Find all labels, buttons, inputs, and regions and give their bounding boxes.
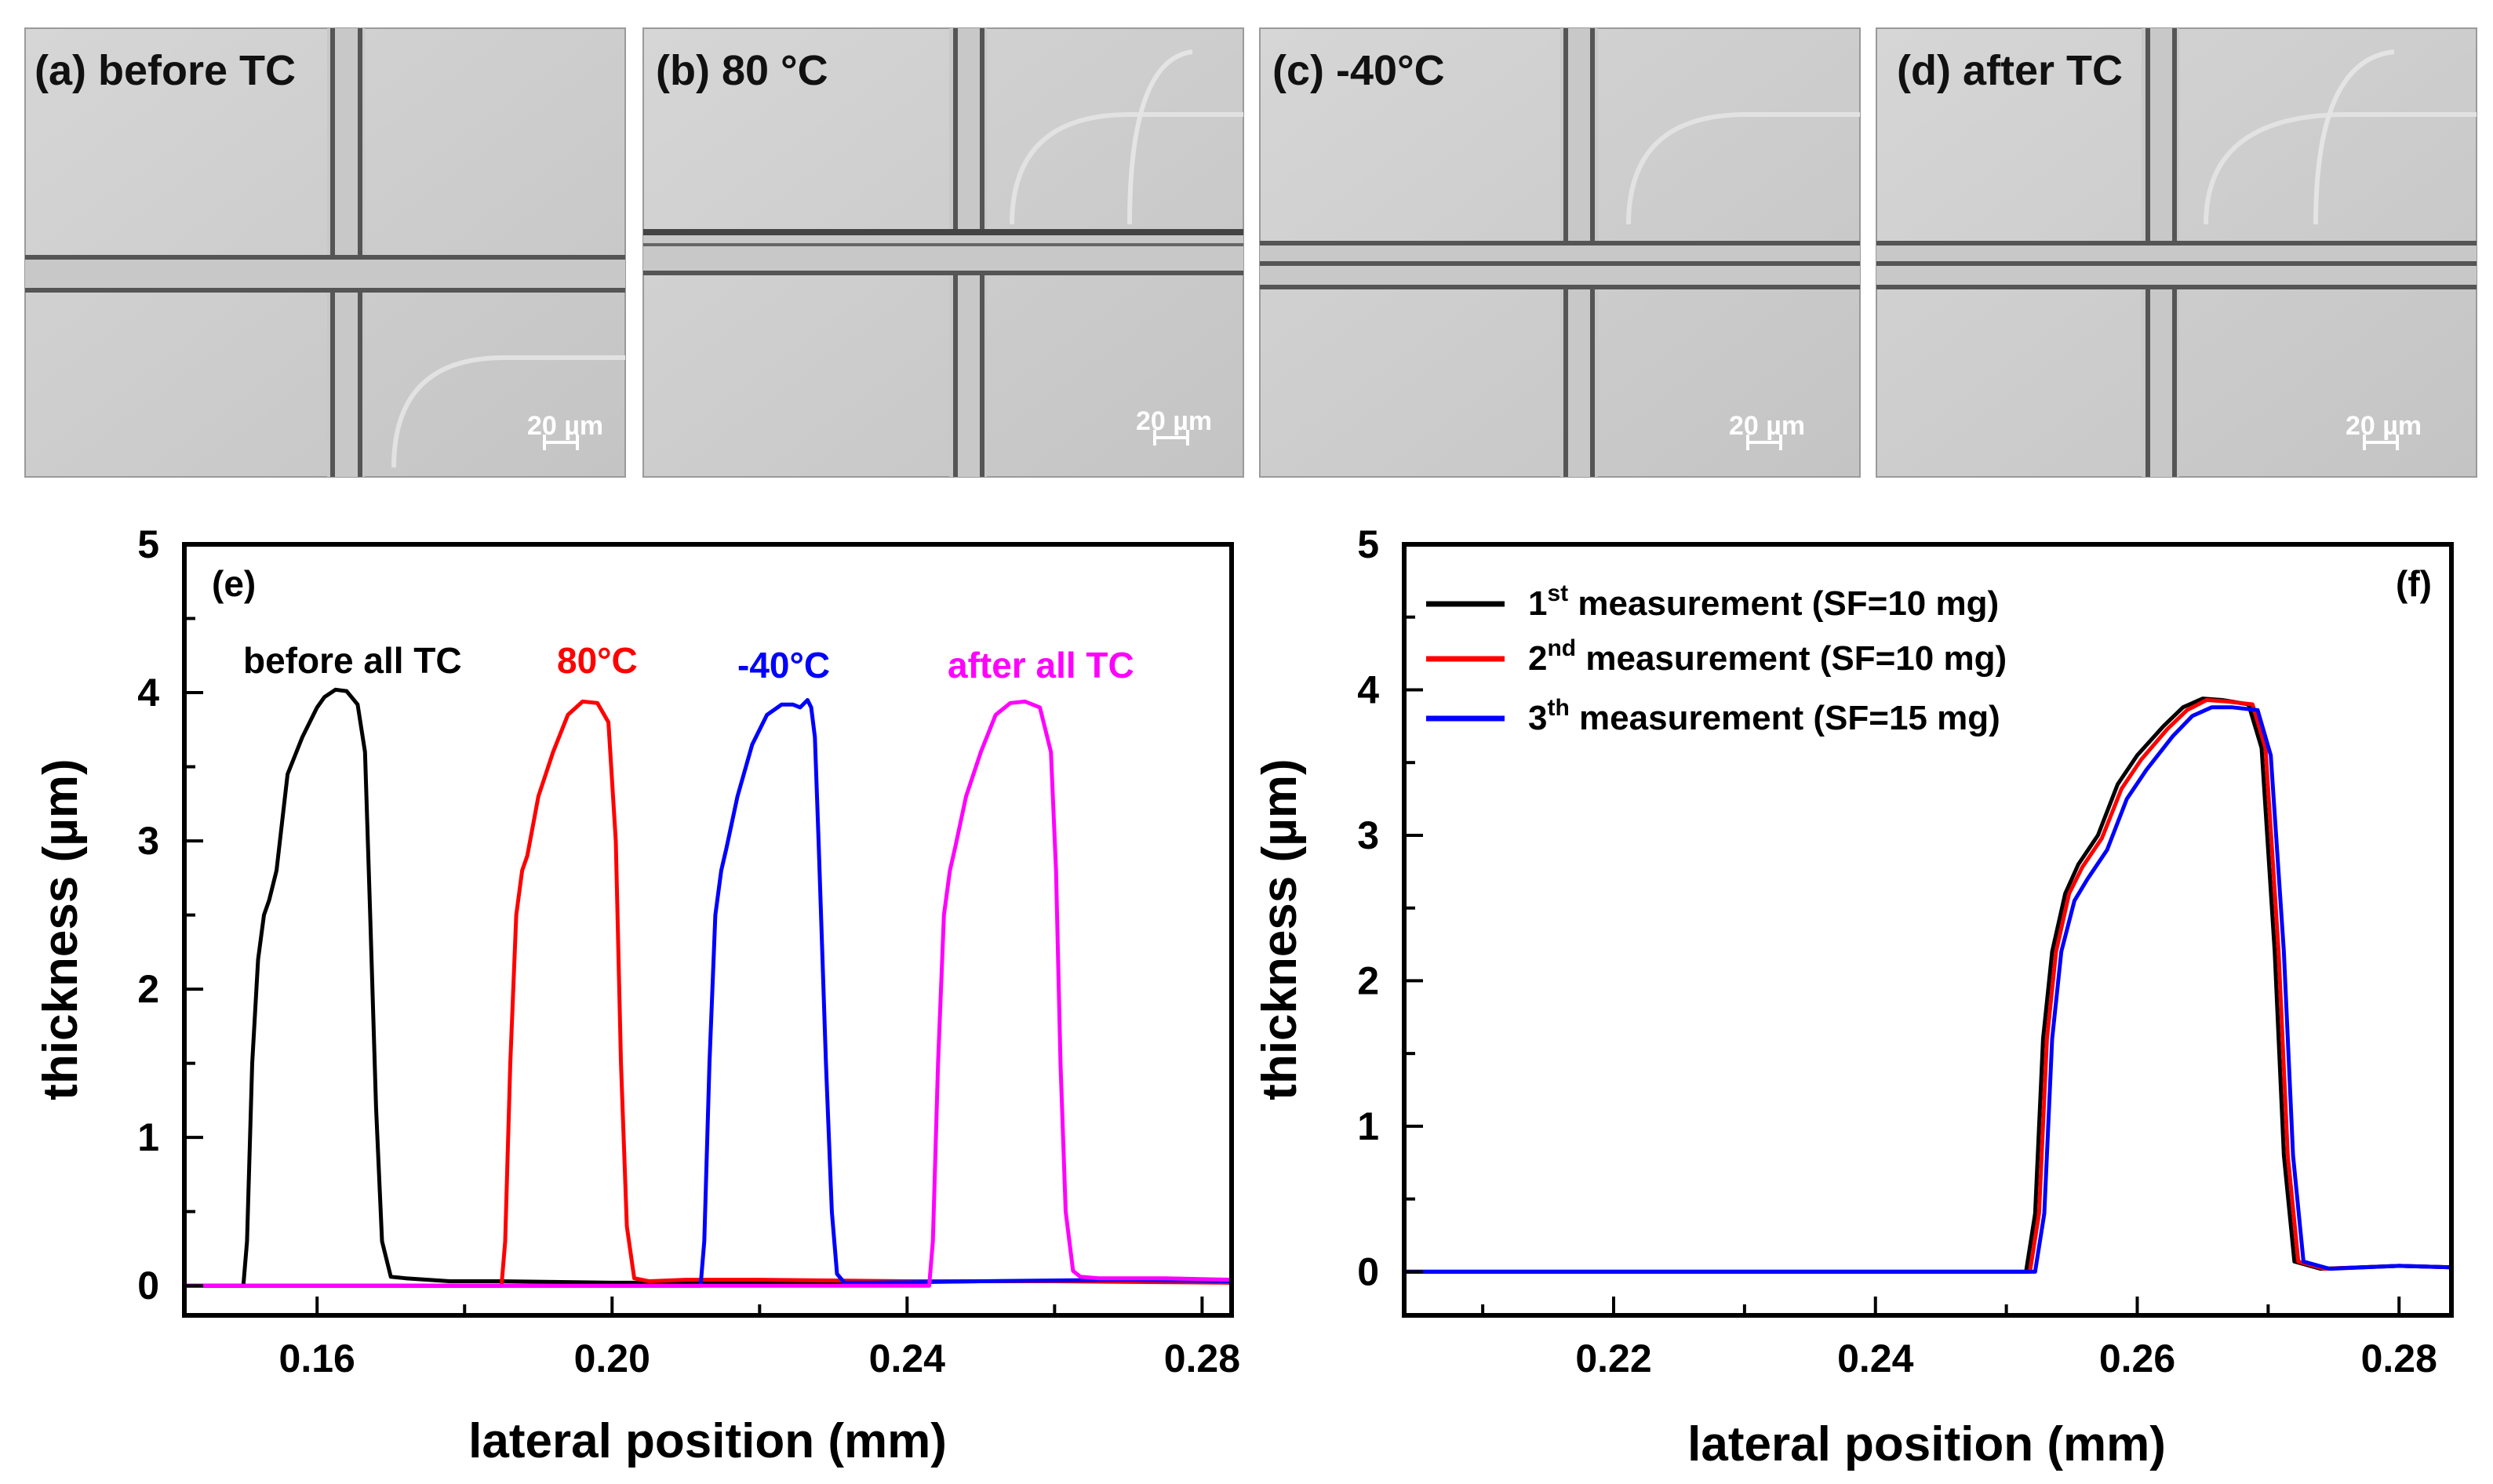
chart-e-annotation-before: before all TC — [243, 640, 462, 681]
micrograph-c: (c) -40°C 20 µm — [1259, 27, 1861, 478]
micrograph-d-scale-text: 20 µm — [2346, 411, 2422, 441]
chart-e-annotation-80c: 80°C — [557, 640, 638, 681]
chart-e-series-4-line — [182, 699, 1234, 1288]
micrograph-b-scale-bar — [1153, 430, 1189, 446]
micrograph-b: (b) 80 °C 20 µm — [642, 27, 1244, 478]
micrograph-a-scale-text: 20 µm — [527, 411, 603, 441]
chart-f-ytick-label: 1 — [1357, 1104, 1379, 1148]
legend-label-3: 3th measurement (SF=15 mg) — [1528, 695, 2000, 737]
micrograph-b-scale-text: 20 µm — [1136, 406, 1212, 436]
chart-f-xtick-label: 0.26 — [2099, 1337, 2175, 1380]
chart-e-ylabel: thickness (µm) — [34, 758, 88, 1100]
micrograph-d-label: (d) after TC — [1897, 47, 2123, 94]
chart-e-ytick-label: 1 — [137, 1115, 159, 1159]
chart-e-xlabel: lateral position (mm) — [468, 1414, 947, 1468]
chart-f-ytick-label: 5 — [1357, 522, 1379, 566]
chart-e-series-2-line — [182, 699, 1234, 1288]
chart-e-xtick-label: 0.28 — [1164, 1337, 1240, 1380]
micrograph-b-label: (b) 80 °C — [656, 47, 828, 94]
chart-f-ylabel: thickness (µm) — [1253, 758, 1307, 1100]
chart-f-xtick-label: 0.22 — [1575, 1337, 1651, 1380]
chart-f-ytick-label: 3 — [1357, 813, 1379, 857]
legend-label-2: 2nd measurement (SF=10 mg) — [1528, 635, 2007, 678]
chart-f-xtick-label: 0.24 — [1837, 1337, 1914, 1380]
chart-f-series-1-line — [1402, 697, 2454, 1274]
chart-e-series-1-line — [182, 687, 1234, 1288]
chart-e-ytick-label: 2 — [137, 967, 159, 1011]
micrograph-d-scale-bar — [2363, 435, 2399, 450]
chart-e-xtick-label: 0.24 — [869, 1337, 946, 1380]
chart-f-xlabel: lateral position (mm) — [1687, 1417, 2166, 1471]
micrograph-a: (a) before TC 20 µm — [24, 27, 626, 478]
chart-e-annotation-minus40c: -40°C — [737, 645, 830, 686]
chart-f-frame — [1402, 542, 2454, 1318]
micrograph-c-scale-bar — [1746, 435, 1782, 450]
chart-e-annotation-after: after all TC — [948, 645, 1134, 686]
micrograph-c-scale-text: 20 µm — [1729, 411, 1805, 441]
chart-f-ytick-label: 2 — [1357, 958, 1379, 1002]
chart-e-xtick-label: 0.20 — [574, 1337, 650, 1380]
chart-e-ytick-label: 4 — [137, 671, 159, 715]
chart-f: 0.22 0.24 0.26 0.28 0 1 2 3 4 5 (f) 1st measureme… — [1253, 522, 2454, 1471]
micrograph-c-label: (c) -40°C — [1272, 47, 1445, 94]
chart-e-frame — [182, 542, 1234, 1318]
chart-f-panel-label: (f) — [2396, 563, 2432, 604]
chart-e-ytick-label: 3 — [137, 819, 159, 863]
chart-e-panel-label: (e) — [212, 563, 256, 604]
legend-label-1: 1st measurement (SF=10 mg) — [1528, 580, 1999, 623]
chart-e-series-3-line — [182, 698, 1234, 1288]
chart-f-xtick-label: 0.28 — [2361, 1337, 2437, 1380]
micrograph-a-scale-bar — [543, 435, 579, 450]
chart-f-series-3-line — [1402, 705, 2454, 1274]
micrograph-d: (d) after TC 20 µm — [1876, 27, 2477, 478]
chart-f-ytick-label: 0 — [1357, 1249, 1379, 1293]
chart-e-ytick-label: 0 — [137, 1264, 159, 1308]
micrograph-a-label: (a) before TC — [35, 47, 296, 94]
chart-e: 0.16 0.20 0.24 0.28 0 1 2 3 4 5 (e) before all TC… — [34, 522, 1240, 1468]
chart-f-series-2-line — [1402, 698, 2454, 1274]
chart-f-ytick-label: 4 — [1357, 667, 1379, 711]
chart-e-xtick-label: 0.16 — [279, 1337, 355, 1380]
chart-f-legend: 1st measurement (SF=10 mg) 2nd measureme… — [1426, 580, 2007, 737]
chart-e-ytick-label: 5 — [137, 522, 159, 566]
